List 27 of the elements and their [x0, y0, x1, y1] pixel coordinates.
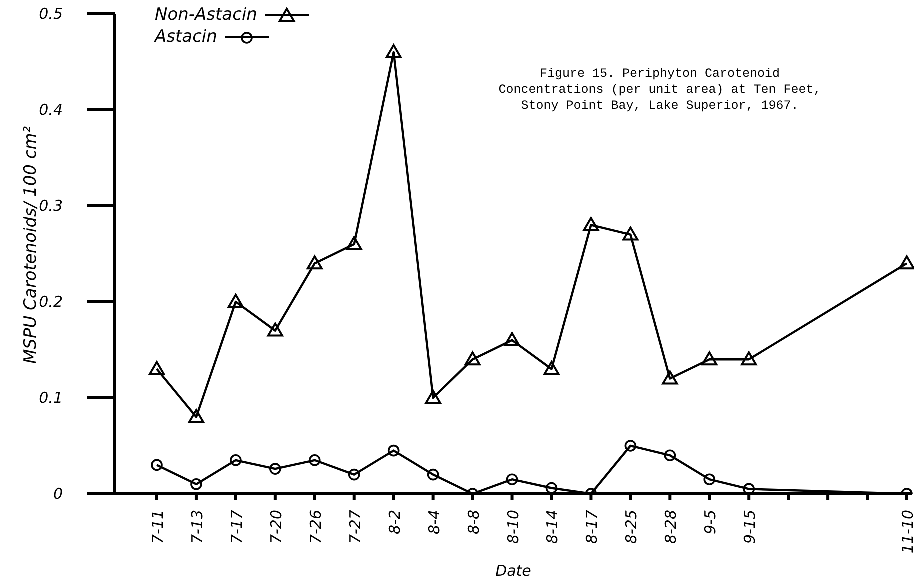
text: Figure 15. Periphyton Carotenoid Concentrations (per unit area) at Ten Feet, Stony Point Bay, Lake Superior, 1967. — [498, 66, 822, 114]
legend-label: Non-Astacin — [155, 5, 258, 25]
x-tick-label: 8-4 — [425, 510, 444, 534]
x-tick-label: 9-5 — [702, 510, 720, 534]
x-tick-label: 8-10 — [504, 510, 522, 544]
x-tick-label: 9-15 — [741, 510, 760, 544]
x-tick-label: 8-28 — [662, 510, 680, 544]
x-tick-label: 7-20 — [267, 510, 286, 544]
x-tick-label: 7-26 — [306, 510, 325, 544]
y-tick-label: 0.4 — [39, 101, 63, 119]
x-tick-label: 7-13 — [188, 510, 206, 544]
x-tick-label: 8-8 — [464, 510, 483, 534]
x-tick-label: 8-14 — [544, 510, 562, 544]
x-tick-label: 8-17 — [583, 510, 602, 544]
y-tick-label: 0.5 — [39, 5, 63, 23]
y-tick-label: 0.3 — [39, 197, 63, 215]
y-tick-label: 0.2 — [39, 293, 63, 311]
x-tick-label: 8-25 — [622, 510, 641, 544]
y-tick-label: 0 — [53, 485, 63, 503]
x-tick-label: 8-2 — [386, 510, 404, 534]
y-tick-label: 0.1 — [39, 389, 63, 407]
legend-label: Astacin — [155, 27, 218, 47]
x-axis-title: Date — [496, 562, 532, 576]
x-tick-label: 7-27 — [346, 510, 364, 544]
x-tick-label: 11-10 — [899, 510, 914, 554]
x-tick-label: 7-11 — [149, 510, 167, 544]
x-tick-label: 7-17 — [228, 510, 246, 544]
